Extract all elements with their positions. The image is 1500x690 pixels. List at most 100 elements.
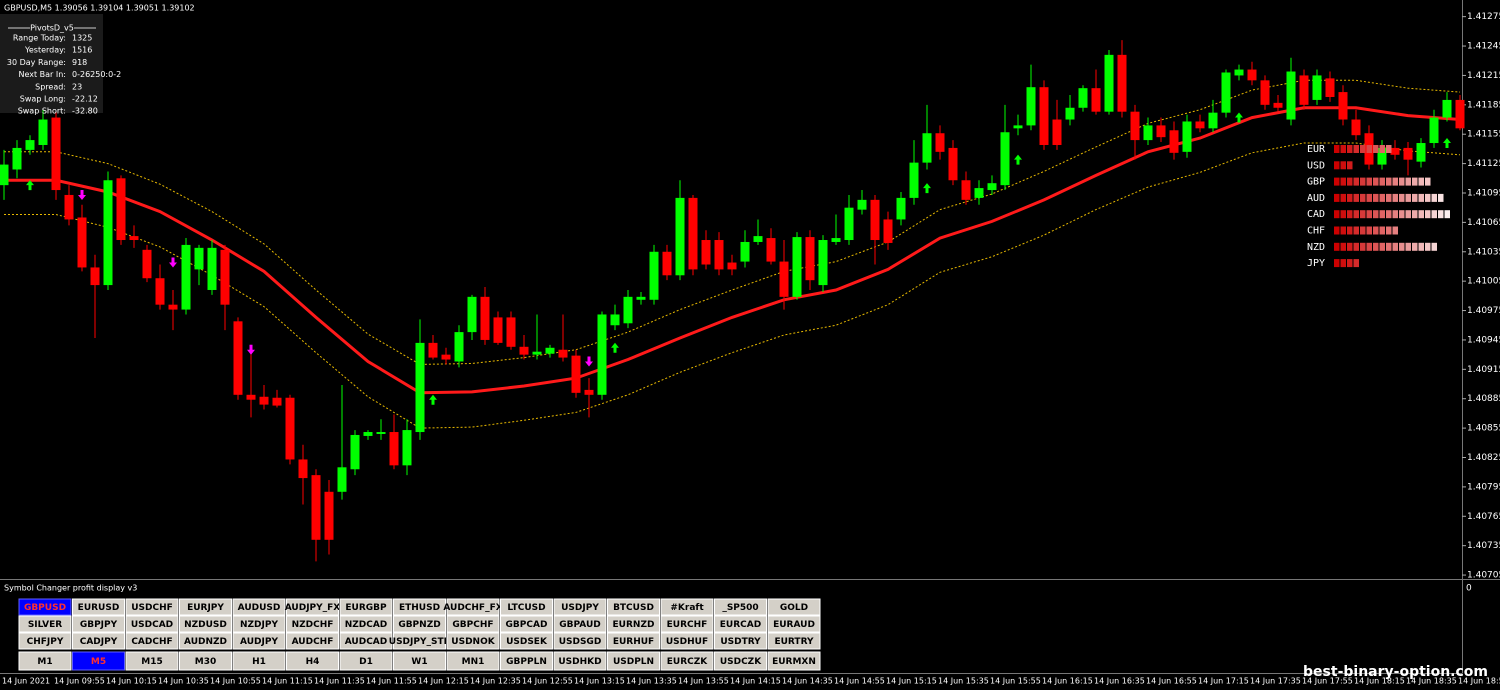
- button-face[interactable]: [125, 632, 179, 650]
- button-face[interactable]: [232, 632, 286, 650]
- button-label[interactable]: M1: [37, 657, 52, 667]
- symbol-button[interactable]: AUDJPY: [232, 632, 286, 650]
- button-label[interactable]: CADJPY: [80, 637, 118, 647]
- button-label[interactable]: NZDJPY: [240, 620, 278, 630]
- button-label[interactable]: GBPCHF: [452, 620, 493, 630]
- symbol-button[interactable]: CADCHF: [125, 632, 179, 650]
- button-label[interactable]: AUDNZD: [184, 637, 227, 647]
- button-face[interactable]: [125, 651, 179, 671]
- button-face[interactable]: [553, 632, 607, 650]
- symbol-button[interactable]: EURNZD: [607, 615, 660, 633]
- button-label[interactable]: USDHUF: [666, 637, 708, 647]
- button-face[interactable]: [232, 598, 286, 616]
- button-label[interactable]: EURCHF: [667, 620, 708, 630]
- button-label[interactable]: ETHUSD: [399, 603, 440, 613]
- button-face[interactable]: [660, 632, 714, 650]
- symbol-button[interactable]: GBPCAD: [500, 615, 553, 633]
- button-label[interactable]: H1: [252, 657, 266, 667]
- button-label[interactable]: GBPNZD: [398, 620, 440, 630]
- button-face[interactable]: [446, 651, 500, 671]
- button-label[interactable]: AUDUSD: [238, 603, 281, 613]
- button-face[interactable]: [286, 632, 339, 650]
- symbol-button[interactable]: MN1: [446, 651, 500, 671]
- button-face[interactable]: [553, 651, 607, 671]
- button-label[interactable]: GBPCAD: [506, 620, 548, 630]
- button-face[interactable]: [286, 615, 339, 633]
- button-label[interactable]: AUDCHF_FX: [443, 603, 502, 613]
- button-face[interactable]: [607, 651, 660, 671]
- button-label[interactable]: H4: [306, 657, 320, 667]
- button-face[interactable]: [286, 651, 339, 671]
- symbol-button[interactable]: EURGBP: [339, 598, 393, 616]
- symbol-button[interactable]: EURAUD: [767, 615, 821, 633]
- symbol-button[interactable]: USDTRY: [714, 632, 767, 650]
- button-face[interactable]: [500, 598, 553, 616]
- symbol-button[interactable]: LTCUSD: [500, 598, 553, 616]
- button-label[interactable]: NZDCHF: [292, 620, 334, 630]
- button-face[interactable]: [72, 651, 125, 671]
- button-face[interactable]: [500, 651, 553, 671]
- symbol-button[interactable]: #Kraft: [660, 598, 714, 616]
- button-label[interactable]: USDCAD: [131, 620, 173, 630]
- button-face[interactable]: [179, 615, 232, 633]
- symbol-button[interactable]: USDHUF: [660, 632, 714, 650]
- button-label[interactable]: MN1: [462, 657, 485, 667]
- button-face[interactable]: [232, 651, 286, 671]
- button-face[interactable]: [125, 598, 179, 616]
- symbol-button[interactable]: NZDUSD: [179, 615, 232, 633]
- button-label[interactable]: USDJPY: [561, 603, 599, 613]
- symbol-button[interactable]: H1: [232, 651, 286, 671]
- symbol-button[interactable]: GOLD: [767, 598, 821, 616]
- button-face[interactable]: [767, 632, 821, 650]
- button-label[interactable]: GBPPLN: [506, 657, 547, 667]
- button-face[interactable]: [767, 651, 821, 671]
- button-label[interactable]: GBPAUD: [559, 620, 600, 630]
- button-label[interactable]: EURAUD: [773, 620, 815, 630]
- button-face[interactable]: [607, 615, 660, 633]
- symbol-button[interactable]: EURMXN: [767, 651, 821, 671]
- button-face[interactable]: [553, 615, 607, 633]
- button-label[interactable]: USDHKD: [558, 657, 601, 667]
- symbol-button[interactable]: AUDJPY_FX: [285, 598, 341, 616]
- button-label[interactable]: USDTRY: [720, 637, 761, 647]
- symbol-button[interactable]: USDJPY: [553, 598, 607, 616]
- button-label[interactable]: EURHUF: [613, 637, 654, 647]
- symbol-button[interactable]: EURCAD: [714, 615, 767, 633]
- symbol-button[interactable]: M5: [72, 651, 125, 671]
- button-label[interactable]: BTCUSD: [613, 603, 654, 613]
- symbol-button[interactable]: GBPAUD: [553, 615, 607, 633]
- button-label[interactable]: CHFJPY: [27, 637, 64, 647]
- button-label[interactable]: SILVER: [28, 620, 62, 630]
- button-label[interactable]: EURUSD: [78, 603, 120, 613]
- button-face[interactable]: [660, 598, 714, 616]
- button-face[interactable]: [714, 632, 767, 650]
- symbol-button[interactable]: USDCAD: [125, 615, 179, 633]
- button-face[interactable]: [339, 632, 393, 650]
- symbol-button[interactable]: M30: [179, 651, 232, 671]
- symbol-button[interactable]: USDSGD: [553, 632, 607, 650]
- symbol-button[interactable]: AUDCHF: [286, 632, 339, 650]
- button-face[interactable]: [714, 615, 767, 633]
- symbol-button[interactable]: _SP500: [714, 598, 767, 616]
- symbol-button[interactable]: CHFJPY: [18, 632, 72, 650]
- symbol-button[interactable]: H4: [286, 651, 339, 671]
- button-face[interactable]: [393, 632, 446, 650]
- button-face[interactable]: [553, 598, 607, 616]
- symbol-button[interactable]: NZDJPY: [232, 615, 286, 633]
- symbol-button[interactable]: GBPJPY: [72, 615, 125, 633]
- button-face[interactable]: [179, 651, 232, 671]
- button-face[interactable]: [767, 615, 821, 633]
- symbol-button[interactable]: M15: [125, 651, 179, 671]
- button-label[interactable]: EURTRY: [774, 637, 814, 647]
- button-label[interactable]: USDCHF: [131, 603, 173, 613]
- button-face[interactable]: [286, 598, 339, 616]
- button-face[interactable]: [72, 615, 125, 633]
- symbol-button[interactable]: GBPNZD: [393, 615, 446, 633]
- button-label[interactable]: GBPJPY: [80, 620, 118, 630]
- button-label[interactable]: USDCZK: [720, 657, 762, 667]
- button-label[interactable]: USDSEK: [506, 637, 548, 647]
- button-face[interactable]: [339, 615, 393, 633]
- symbol-button[interactable]: USDCHF: [125, 598, 179, 616]
- symbol-button[interactable]: EURCHF: [660, 615, 714, 633]
- button-label[interactable]: D1: [359, 657, 373, 667]
